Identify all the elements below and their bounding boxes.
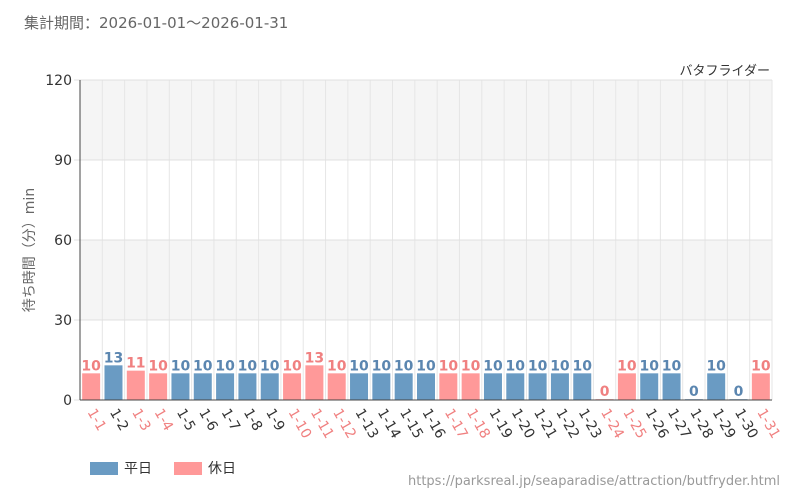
- bar: [506, 373, 525, 400]
- bar: [751, 373, 770, 400]
- horizontal-gridlines: [74, 79, 772, 401]
- y-tick-label: 120: [45, 73, 72, 89]
- source-url[interactable]: https://parksreal.jp/seaparadise/attract…: [407, 474, 780, 489]
- bar-value-label: 13: [305, 350, 324, 366]
- bar: [82, 373, 101, 400]
- bar: [483, 373, 502, 400]
- x-tick-label: 1-1: [84, 406, 109, 434]
- legend-swatch-weekday: [90, 461, 118, 475]
- bar-value-label: 10: [617, 358, 637, 374]
- bar-value-label: 10: [639, 358, 659, 374]
- bar: [640, 373, 659, 400]
- bar-value-label: 10: [260, 358, 280, 374]
- bar: [350, 373, 369, 400]
- value-labels: 10 13 11 10 10 10 10 10 10 10 13 10 10 10 10 10 10 10 10 10…: [81, 350, 770, 400]
- bar: [394, 373, 413, 400]
- x-tick-label: 1-2: [106, 406, 131, 434]
- bar: [126, 370, 145, 400]
- bar-value-label: 10: [751, 358, 771, 374]
- bar: [662, 373, 681, 400]
- background-bands: [80, 80, 772, 320]
- attraction-name: バタフライダー: [679, 64, 770, 79]
- y-axis-ticks: 0 30 60 90 120: [45, 73, 72, 409]
- bar: [707, 373, 726, 400]
- bar: [617, 373, 636, 400]
- bar: [550, 373, 569, 400]
- bar-value-label: 10: [238, 358, 258, 374]
- y-tick-label: 30: [54, 313, 72, 329]
- legend-item-weekday[interactable]: 平日: [90, 458, 152, 478]
- bar: [528, 373, 547, 400]
- bar-value-label: 10: [372, 358, 392, 374]
- bar-value-label: 13: [104, 350, 123, 366]
- bar-value-label: 10: [327, 358, 347, 374]
- bar: [283, 373, 302, 400]
- x-tick-label: 1-31: [753, 406, 783, 442]
- legend: 平日 休日: [90, 458, 236, 478]
- legend-label-weekday: 平日: [124, 461, 152, 477]
- bar-value-label: 10: [349, 358, 369, 374]
- bar-value-label: 10: [81, 358, 101, 374]
- bar-value-label: 10: [416, 358, 436, 374]
- bar-value-label: 10: [506, 358, 526, 374]
- bar: [104, 365, 123, 400]
- bar-value-label: 10: [215, 358, 235, 374]
- bar: [372, 373, 391, 400]
- bar: [260, 373, 279, 400]
- bar: [305, 365, 324, 400]
- legend-item-holiday[interactable]: 休日: [174, 458, 236, 478]
- bar: [193, 373, 212, 400]
- bar-value-label: 10: [550, 358, 570, 374]
- bar: [417, 373, 435, 400]
- bar-value-label: 0: [600, 384, 610, 400]
- bar-value-label: 10: [171, 358, 191, 374]
- bar-value-label: 11: [126, 356, 145, 372]
- x-tick-label: 1-6: [195, 406, 220, 434]
- legend-swatch-holiday: [174, 461, 202, 475]
- bar-value-label: 10: [528, 358, 548, 374]
- x-tick-label: 1-4: [151, 406, 176, 434]
- bar-value-label: 10: [483, 358, 503, 374]
- bar: [238, 373, 257, 400]
- bar: [327, 373, 346, 400]
- page-title: 集計期間：2026-01-01～2026-01-31: [24, 14, 289, 32]
- bar-value-label: 10: [148, 358, 168, 374]
- bar-value-label: 10: [282, 358, 302, 374]
- bar-value-label: 10: [662, 358, 682, 374]
- background-band: [80, 80, 772, 160]
- bar-value-label: 10: [394, 358, 414, 374]
- x-tick-label: 1-9: [262, 406, 287, 434]
- bar: [573, 373, 592, 400]
- bars: [82, 365, 770, 400]
- bar: [171, 373, 190, 400]
- x-tick-label: 1-5: [173, 406, 198, 434]
- bar: [439, 373, 458, 400]
- x-tick-label: 1-7: [218, 406, 243, 434]
- y-tick-label: 90: [54, 153, 72, 169]
- x-axis-tick-labels: 1-11-21-31-41-51-61-71-81-91-101-111-121…: [84, 406, 783, 442]
- bar: [149, 373, 168, 400]
- bar-value-label: 10: [193, 358, 213, 374]
- x-tick-label: 1-3: [128, 406, 153, 434]
- legend-label-holiday: 休日: [208, 461, 236, 477]
- bar-value-label: 10: [573, 358, 593, 374]
- bar-value-label: 0: [734, 384, 744, 400]
- x-tick-label: 1-8: [240, 406, 265, 434]
- bar-value-label: 10: [706, 358, 726, 374]
- bar-value-label: 10: [439, 358, 459, 374]
- y-tick-label: 0: [63, 393, 72, 409]
- background-band: [80, 240, 772, 320]
- y-tick-label: 60: [54, 233, 72, 249]
- bar: [461, 373, 480, 400]
- y-axis-title: 待ち時間（分）min: [22, 188, 38, 312]
- bar: [216, 373, 235, 400]
- bar-value-label: 10: [461, 358, 481, 374]
- bar-value-label: 0: [689, 384, 699, 400]
